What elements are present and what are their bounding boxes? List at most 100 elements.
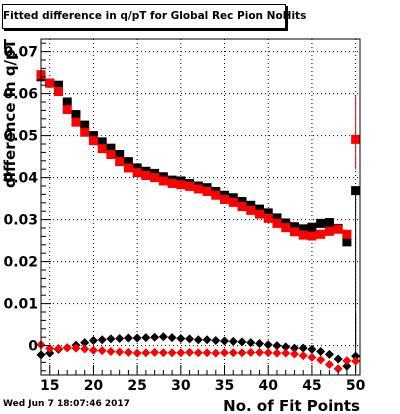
data-point-square [316,229,326,239]
data-point-square [281,223,291,233]
data-point-square [254,209,264,219]
data-point-diamond [106,346,116,356]
data-point-diamond [289,349,299,359]
data-point-square [106,150,116,159]
data-point-square [176,180,186,190]
data-point-square [220,194,230,204]
x-tick-label: 20 [84,378,104,394]
data-point-diamond [254,339,264,348]
data-point-diamond [45,348,55,358]
tick-labels: 15 20 25 30 35 40 45 50 0 0.01 0.02 0.03 0.04 0.05 0.0… [3,45,365,394]
y-tick-label: 0.07 [3,45,38,61]
data-point-diamond [132,333,142,343]
data-point-diamond [80,344,90,354]
data-point-square [132,168,142,178]
data-point-square [289,227,299,237]
data-point-diamond [132,348,142,358]
data-point-square [351,134,361,144]
data-point-diamond [185,347,195,357]
data-point-square [202,186,212,196]
data-point-diamond [281,342,291,352]
y-axis-label: difference in q/pT [1,38,19,188]
data-point-diamond [263,340,273,350]
data-point-diamond [342,356,352,366]
data-point-square [115,150,125,159]
data-point-diamond [351,351,361,361]
data-point-diamond [167,333,177,343]
data-point-diamond [289,343,299,353]
data-point-diamond [351,356,361,366]
data-point-square [158,176,168,186]
y-tick-label: 0.06 [3,87,38,103]
data-point-square [88,136,98,146]
data-point-square [80,127,90,137]
y-tick-label: 0.02 [3,255,38,271]
data-point-square [307,231,317,241]
data-point-square [298,230,308,240]
data-point-square [167,178,177,188]
data-point-diamond [324,360,334,369]
data-point-diamond [71,343,81,353]
data-point-square [150,173,160,183]
data-point-diamond [272,348,282,358]
data-point-square [263,213,273,223]
data-point-diamond [97,346,107,356]
data-point-square [123,163,133,173]
data-point-diamond [150,347,160,357]
data-point-diamond [88,345,98,355]
data-point-diamond [246,338,256,348]
data-point-diamond [220,348,230,358]
grid-lines [41,39,360,375]
data-point-square [193,184,203,194]
data-point-square [254,204,264,214]
data-point-square [211,190,221,200]
data-point-diamond [106,334,116,344]
timestamp: Wed Jun 7 18:07:46 2017 [3,399,130,409]
y-tick-label: 0 [28,339,38,355]
data-point-diamond [193,348,203,358]
data-point-square [71,110,81,120]
data-point-square [88,131,98,141]
data-point-square [246,205,256,215]
data-point-square [289,222,299,232]
data-point-diamond [307,352,317,362]
data-point-square [71,117,81,127]
x-tick-label: 15 [40,378,59,394]
data-point-square [342,237,352,247]
y-tick-label: 0.03 [3,213,38,229]
data-point-diamond [80,338,90,348]
data-point-square [324,218,334,228]
data-point-square [324,226,334,236]
data-point-square [80,120,90,130]
data-point-square [342,229,352,239]
x-tick-label: 30 [171,378,191,394]
data-point-diamond [158,332,168,342]
data-point-square [272,213,282,223]
data-point-diamond [45,344,55,354]
x-tick-label: 40 [258,378,278,394]
data-point-diamond [185,334,195,344]
data-point-diamond [211,348,221,358]
data-point-diamond [123,333,133,343]
data-point-square [45,78,55,88]
y-tick-label: 0.01 [3,297,38,313]
data-point-square [141,171,151,180]
data-point-diamond [202,348,212,358]
data-point-diamond [202,335,212,345]
data-point-square [115,157,125,167]
data-point-diamond [272,341,282,351]
x-tick-label: 35 [215,378,234,394]
data-point-diamond [141,348,151,358]
data-point-square [53,87,63,96]
data-point-diamond [97,335,107,345]
data-point-square [307,222,317,232]
data-point-square [97,137,107,147]
data-point-diamond [228,336,238,346]
data-point-diamond [237,348,247,358]
data-point-diamond [123,347,133,357]
data-point-diamond [115,333,125,343]
data-point-diamond [167,348,177,358]
data-point-square [97,144,107,154]
data-point-diamond [298,351,308,361]
